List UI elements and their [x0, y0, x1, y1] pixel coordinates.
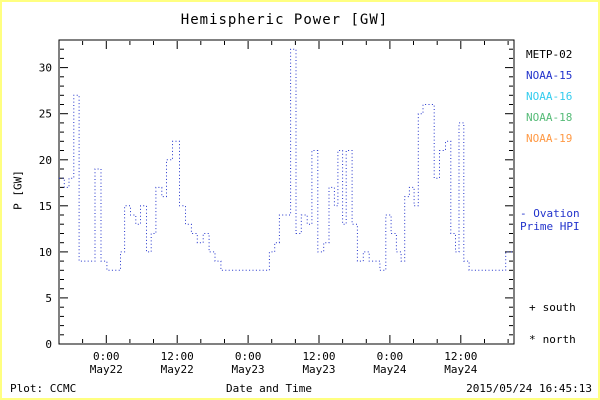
- y-axis-label: P [GW]: [11, 170, 25, 210]
- y-tick-label: 25: [39, 108, 52, 121]
- satellite-legend: METP-02 NOAA-15 NOAA-16 NOAA-18 NOAA-19: [526, 44, 572, 149]
- legend-item-noaa-15: NOAA-15: [526, 69, 573, 82]
- asterisk-marker-icon: *: [529, 333, 536, 346]
- y-tick-label: 0: [45, 338, 52, 351]
- x-tick-date-label: May23: [232, 363, 265, 376]
- hpi-step-line: [59, 48, 514, 271]
- x-tick-date-label: May22: [90, 363, 123, 376]
- legend-ovation-prime: - Ovation Prime HPI: [520, 207, 580, 233]
- y-tick-label: 20: [39, 154, 52, 167]
- legend-marker-south: + south: [529, 301, 576, 314]
- x-tick-date-label: May24: [373, 363, 406, 376]
- ovation-label-line2: Prime HPI: [520, 220, 580, 233]
- x-tick-time-label: 0:00: [377, 350, 404, 363]
- x-tick-date-label: May23: [302, 363, 335, 376]
- y-tick-label: 5: [45, 292, 52, 305]
- legend-marker-north: * north: [529, 333, 576, 346]
- x-tick-date-label: May22: [161, 363, 194, 376]
- ovation-label-line1: - Ovation: [520, 207, 580, 220]
- chart-title: Hemispheric Power [GW]: [180, 12, 389, 28]
- legend-item-noaa-16: NOAA-16: [526, 90, 573, 103]
- north-marker-label: north: [542, 333, 576, 346]
- x-tick-time-label: 0:00: [93, 350, 120, 363]
- x-tick-time-label: 0:00: [235, 350, 262, 363]
- y-tick-label: 30: [39, 62, 52, 75]
- south-marker-label: south: [542, 301, 576, 314]
- plot-credit: Plot: CCMC: [10, 382, 77, 395]
- y-tick-label: 15: [39, 200, 52, 213]
- legend-item-metp-02: METP-02: [526, 48, 573, 61]
- plot-frame: [58, 39, 515, 345]
- legend-item-noaa-19: NOAA-19: [526, 132, 573, 145]
- y-tick-label: 10: [39, 246, 52, 259]
- x-tick-date-label: May24: [444, 363, 477, 376]
- x-tick-time-label: 12:00: [161, 350, 194, 363]
- x-axis-label: Date and Time: [225, 382, 313, 395]
- x-tick-time-label: 12:00: [302, 350, 335, 363]
- legend-item-noaa-18: NOAA-18: [526, 111, 573, 124]
- x-tick-time-label: 12:00: [444, 350, 477, 363]
- plus-marker-icon: +: [529, 301, 536, 314]
- plot-timestamp: 2015/05/24 16:45:13: [466, 382, 592, 395]
